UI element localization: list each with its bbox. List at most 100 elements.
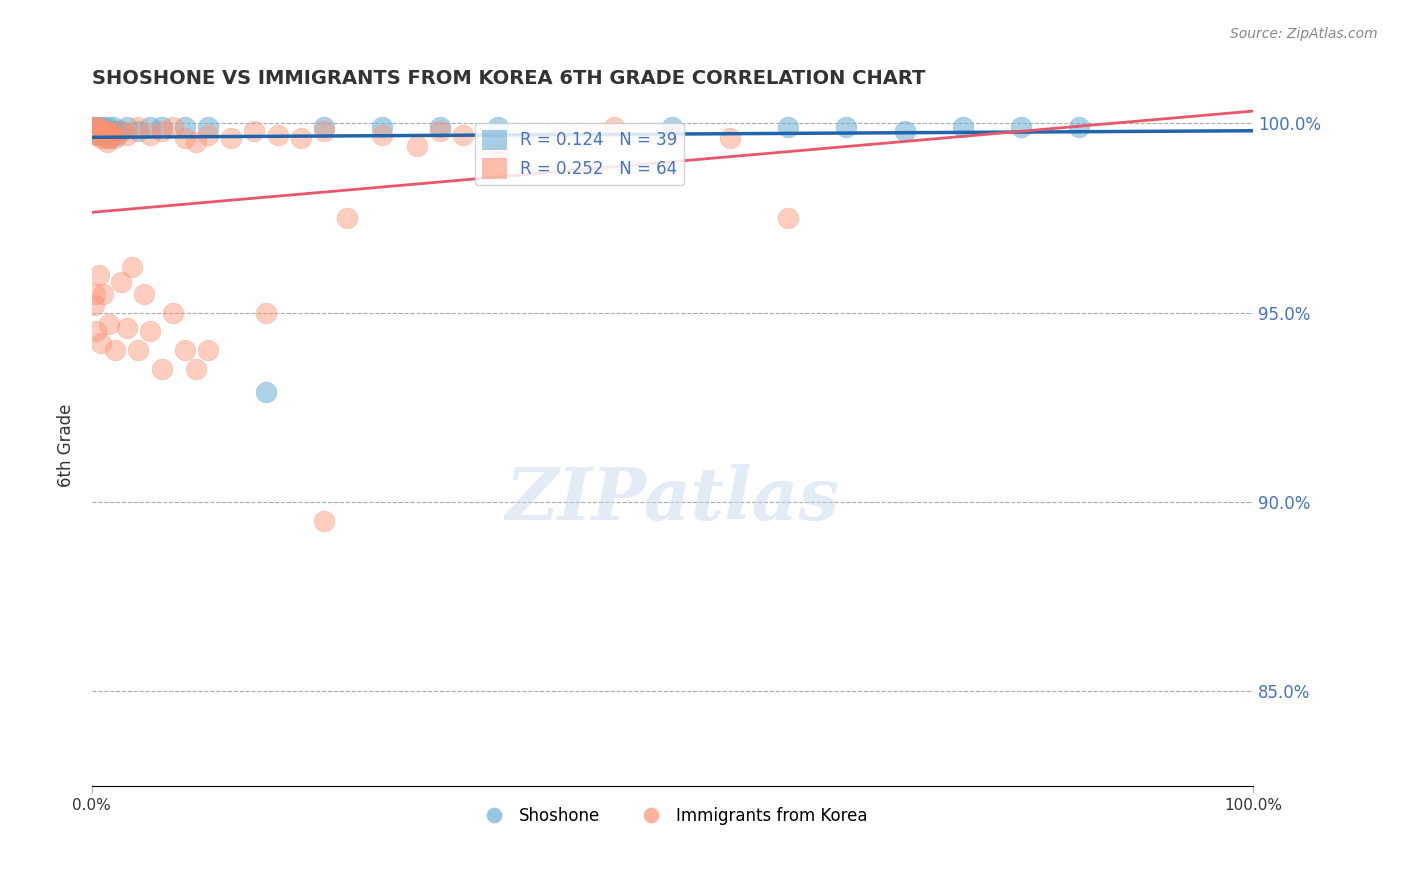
Point — [90, 335, 112, 350]
Point — [86, 124, 108, 138]
Point — [104, 343, 127, 358]
Legend: Shoshone, Immigrants from Korea: Shoshone, Immigrants from Korea — [471, 801, 873, 832]
Point — [127, 343, 149, 358]
Point — [254, 305, 277, 319]
Point — [150, 120, 173, 134]
Point — [83, 124, 105, 138]
Point — [115, 320, 138, 334]
Point — [661, 128, 683, 142]
Point — [453, 128, 475, 142]
Point — [1067, 120, 1090, 134]
Point — [127, 124, 149, 138]
Point — [150, 362, 173, 376]
Text: Source: ZipAtlas.com: Source: ZipAtlas.com — [1230, 27, 1378, 41]
Point — [83, 124, 105, 138]
Point — [197, 120, 219, 134]
Point — [104, 131, 127, 145]
Point — [110, 275, 132, 289]
Point — [290, 131, 312, 145]
Point — [93, 120, 115, 134]
Point — [266, 128, 288, 142]
Point — [105, 128, 128, 142]
Point — [406, 139, 429, 153]
Point — [104, 124, 127, 138]
Point — [139, 128, 162, 142]
Point — [86, 128, 108, 142]
Point — [835, 120, 858, 134]
Point — [86, 128, 108, 142]
Point — [90, 124, 112, 138]
Point — [89, 120, 111, 134]
Point — [96, 120, 118, 134]
Point — [603, 120, 626, 134]
Point — [371, 128, 394, 142]
Point — [93, 124, 115, 138]
Point — [100, 124, 122, 138]
Point — [87, 120, 110, 134]
Point — [173, 343, 195, 358]
Point — [98, 131, 121, 145]
Point — [89, 128, 111, 142]
Point — [197, 343, 219, 358]
Point — [132, 286, 155, 301]
Point — [115, 128, 138, 142]
Point — [336, 211, 359, 225]
Point — [93, 128, 115, 142]
Point — [429, 124, 451, 138]
Point — [243, 124, 266, 138]
Point — [162, 305, 184, 319]
Point — [718, 131, 741, 145]
Point — [139, 120, 162, 134]
Point — [429, 120, 451, 134]
Point — [1010, 120, 1032, 134]
Point — [110, 124, 132, 138]
Point — [778, 211, 800, 225]
Point — [98, 128, 121, 142]
Point — [93, 131, 115, 145]
Point — [150, 124, 173, 138]
Point — [96, 135, 118, 149]
Point — [83, 298, 105, 312]
Point — [173, 120, 195, 134]
Point — [86, 124, 108, 138]
Point — [186, 362, 208, 376]
Point — [101, 120, 124, 134]
Point — [100, 131, 122, 145]
Point — [371, 120, 394, 134]
Point — [121, 260, 143, 274]
Point — [186, 135, 208, 149]
Point — [661, 120, 683, 134]
Point — [486, 143, 509, 157]
Point — [82, 120, 104, 134]
Point — [84, 120, 107, 134]
Point — [486, 120, 509, 134]
Point — [84, 120, 107, 134]
Point — [100, 124, 122, 138]
Point — [98, 317, 121, 331]
Point — [173, 131, 195, 145]
Point — [91, 124, 114, 138]
Point — [312, 514, 335, 528]
Point — [110, 124, 132, 138]
Point — [162, 120, 184, 134]
Point — [86, 325, 108, 339]
Point — [94, 124, 117, 138]
Point — [87, 268, 110, 282]
Point — [91, 128, 114, 142]
Point — [219, 131, 242, 145]
Point — [101, 128, 124, 142]
Point — [115, 120, 138, 134]
Y-axis label: 6th Grade: 6th Grade — [58, 403, 75, 487]
Point — [893, 124, 915, 138]
Point — [90, 131, 112, 145]
Point — [312, 124, 335, 138]
Point — [778, 120, 800, 134]
Point — [97, 124, 120, 138]
Point — [93, 286, 115, 301]
Point — [84, 286, 107, 301]
Point — [94, 128, 117, 142]
Point — [952, 120, 974, 134]
Point — [82, 120, 104, 134]
Point — [546, 131, 568, 145]
Text: SHOSHONE VS IMMIGRANTS FROM KOREA 6TH GRADE CORRELATION CHART: SHOSHONE VS IMMIGRANTS FROM KOREA 6TH GR… — [91, 69, 925, 87]
